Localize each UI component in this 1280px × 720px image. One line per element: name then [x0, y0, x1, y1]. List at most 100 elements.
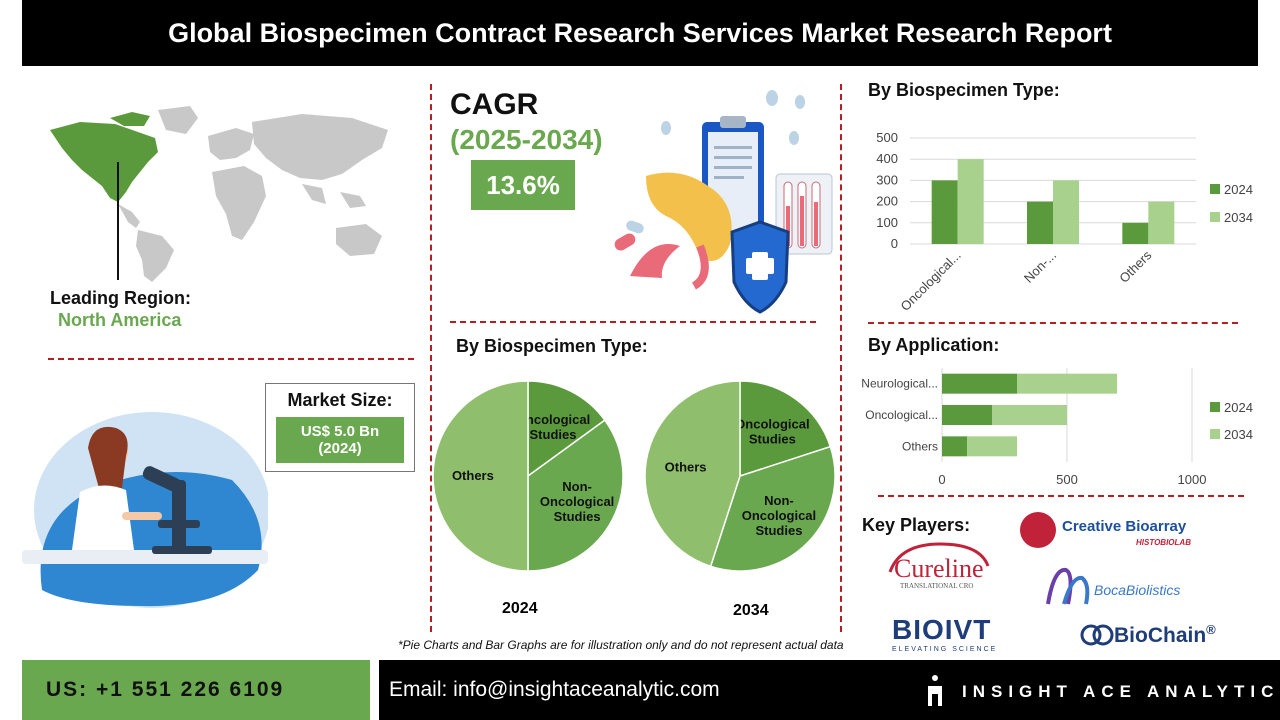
hbar-xtick-1000: 1000: [1178, 472, 1207, 487]
vbar-xtick-non: Non-...: [1021, 248, 1059, 286]
divider-bar: [868, 322, 1238, 324]
cureline-sub: TRANSLATIONAL CRO: [900, 582, 974, 590]
creative-bioarray-logo-icon: [1020, 512, 1056, 548]
hbar-others-2024: [942, 436, 967, 457]
market-size-title: Market Size:: [287, 390, 393, 410]
cagr-title: CAGR: [450, 88, 539, 121]
pie-2034-slice-oncological-studies: [739, 380, 832, 478]
market-size-box: Market Size: US$ 5.0 Bn (2024): [265, 383, 415, 472]
vbar-others-2034: [1148, 201, 1175, 244]
pie-2024-label-oncological-studies: Oncological Studies: [516, 412, 590, 442]
bar-section-title: By Biospecimen Type:: [868, 80, 1060, 100]
biochain-name-text: BioChain: [1114, 624, 1207, 647]
pie-2034-label-oncological-studies: Oncological Studies: [735, 416, 809, 446]
pie-2024-label-others: Others: [452, 468, 494, 483]
vbar-ytick-400: 400: [876, 151, 898, 166]
vbar-legend-swatch-2034: [1210, 212, 1220, 222]
vbar-ytick-300: 300: [876, 172, 898, 187]
hbar-oncological-2034: [992, 405, 1067, 425]
divider-cagr: [450, 321, 816, 323]
horizontal-bar-chart: 0 500 1000 Neurological... Oncological... Oth…: [861, 368, 1253, 487]
pie-year-2034: 2034: [733, 602, 769, 619]
pie-2034-slice-others: [644, 380, 741, 568]
footer-email: Email: info@insightaceanalytic.com: [379, 660, 1280, 720]
vbar-non-2034: [1053, 180, 1079, 244]
creative-bioarray-sub: HISTOBIOLAB: [1136, 538, 1191, 547]
hbar-ytick-others: Others: [902, 439, 938, 453]
pie-2024-slice-others: [432, 380, 529, 572]
hbar-xtick-0: 0: [938, 472, 945, 487]
insight-ace-logo-icon: [928, 675, 942, 706]
hbar-legend-label-2024: 2024: [1224, 400, 1253, 415]
footer-brand: INSIGHT ACE ANALYTIC: [962, 682, 1280, 701]
vbar-xtick-oncological: Oncological...: [897, 248, 963, 314]
market-size-value-line1: US$ 5.0 Bn: [300, 423, 380, 440]
pie-2034-label-non-oncological-studies: Non-Oncological Studies: [742, 493, 816, 538]
bocabiolistics-name: BocaBiolistics: [1094, 582, 1181, 598]
vbar-others-2024: [1122, 222, 1149, 244]
pie-2034-label-others: Others: [665, 459, 707, 474]
pie-2024-label-non-oncological-studies: Non-Oncological Studies: [540, 479, 614, 524]
pie-2024-slice-non-oncological-studies: [527, 419, 624, 572]
market-size-value: US$ 5.0 Bn (2024): [276, 417, 404, 463]
page-title: Global Biospecimen Contract Research Ser…: [22, 0, 1258, 66]
vbar-ytick-500: 500: [876, 130, 898, 145]
logo-bioivt: BIOIVT ELEVATING SCIENCE: [890, 614, 1024, 658]
leading-region-value: North America: [58, 310, 182, 330]
vbar-ytick-200: 200: [876, 194, 898, 209]
vbar-legend-label-2034: 2034: [1224, 210, 1253, 225]
bioivt-name: BIOIVT: [892, 614, 992, 645]
vbar-xtick-others: Others: [1116, 247, 1155, 286]
cagr-value: 13.6%: [471, 160, 575, 210]
divider-hbar: [878, 495, 1244, 497]
biochain-registered: ®: [1206, 622, 1216, 637]
pie-section-title: By Biospecimen Type:: [456, 336, 648, 356]
hbar-legend-swatch-2024: [1210, 402, 1220, 412]
market-size-value-line2: (2024): [318, 440, 362, 457]
hbar-oncological-2024: [942, 405, 992, 425]
key-players-title: Key Players:: [862, 515, 971, 535]
leading-region-label: Leading Region:: [50, 288, 191, 308]
footer-email-text[interactable]: Email: info@insightaceanalytic.com: [389, 678, 720, 701]
hbar-legend-label-2034: 2034: [1224, 427, 1253, 442]
logo-bocabiolistics: BocaBiolistics: [1044, 564, 1204, 608]
scientist-microscope-icon: [22, 412, 268, 608]
divider-region: [48, 358, 414, 360]
hbar-neurological-2034: [1017, 373, 1117, 394]
vbar-legend-label-2024: 2024: [1224, 182, 1253, 197]
pie-2034-slice-non-oncological-studies: [709, 445, 836, 572]
world-map-icon: [50, 106, 388, 282]
vbar-legend-swatch-2024: [1210, 184, 1220, 194]
pie-charts: Oncological Studies Non-Oncological Studies…: [432, 380, 836, 572]
vbar-ytick-100: 100: [876, 215, 898, 230]
medical-illustration-icon: [614, 90, 833, 314]
bocabiolistics-logo-icon: [1046, 567, 1090, 605]
logo-biochain: BioChain®: [1080, 622, 1240, 650]
hbar-legend-swatch-2034: [1210, 429, 1220, 439]
vbar-oncological-2034: [957, 159, 984, 244]
hbar-ytick-oncological: Oncological...: [865, 408, 938, 422]
cureline-logo-icon: [888, 542, 990, 573]
cagr-years: (2025-2034): [450, 124, 603, 155]
hbar-ytick-neurological: Neurological...: [861, 377, 938, 391]
footer-phone: US: +1 551 226 6109: [22, 660, 370, 720]
divider-left: [430, 84, 432, 632]
hbar-section-title: By Application:: [868, 335, 1000, 355]
pie-year-2024: 2024: [502, 600, 538, 617]
divider-right: [840, 84, 842, 632]
pie-2024-slice-oncological-studies: [527, 380, 606, 478]
biochain-name: BioChain®: [1114, 622, 1216, 648]
logo-cureline: Cureline TRANSLATIONAL CRO: [880, 542, 1000, 592]
footnote: *Pie Charts and Bar Graphs are for illus…: [398, 638, 844, 652]
cureline-name: Cureline: [894, 554, 984, 583]
hbar-neurological-2024: [942, 373, 1017, 394]
biochain-logo-icon: [1080, 624, 1114, 646]
bioivt-sub: ELEVATING SCIENCE: [892, 646, 998, 653]
creative-bioarray-name: Creative Bioarray: [1062, 518, 1187, 535]
vbar-ytick-0: 0: [891, 236, 898, 251]
vbar-non-2024: [1027, 201, 1053, 244]
hbar-others-2034: [967, 436, 1017, 457]
logo-creative-bioarray: Creative Bioarray HISTOBIOLAB: [1018, 510, 1238, 552]
vertical-bar-chart: 0 100 200 300 400 500 Oncological... Non-... Oth…: [876, 130, 1253, 314]
hbar-xtick-500: 500: [1056, 472, 1078, 487]
